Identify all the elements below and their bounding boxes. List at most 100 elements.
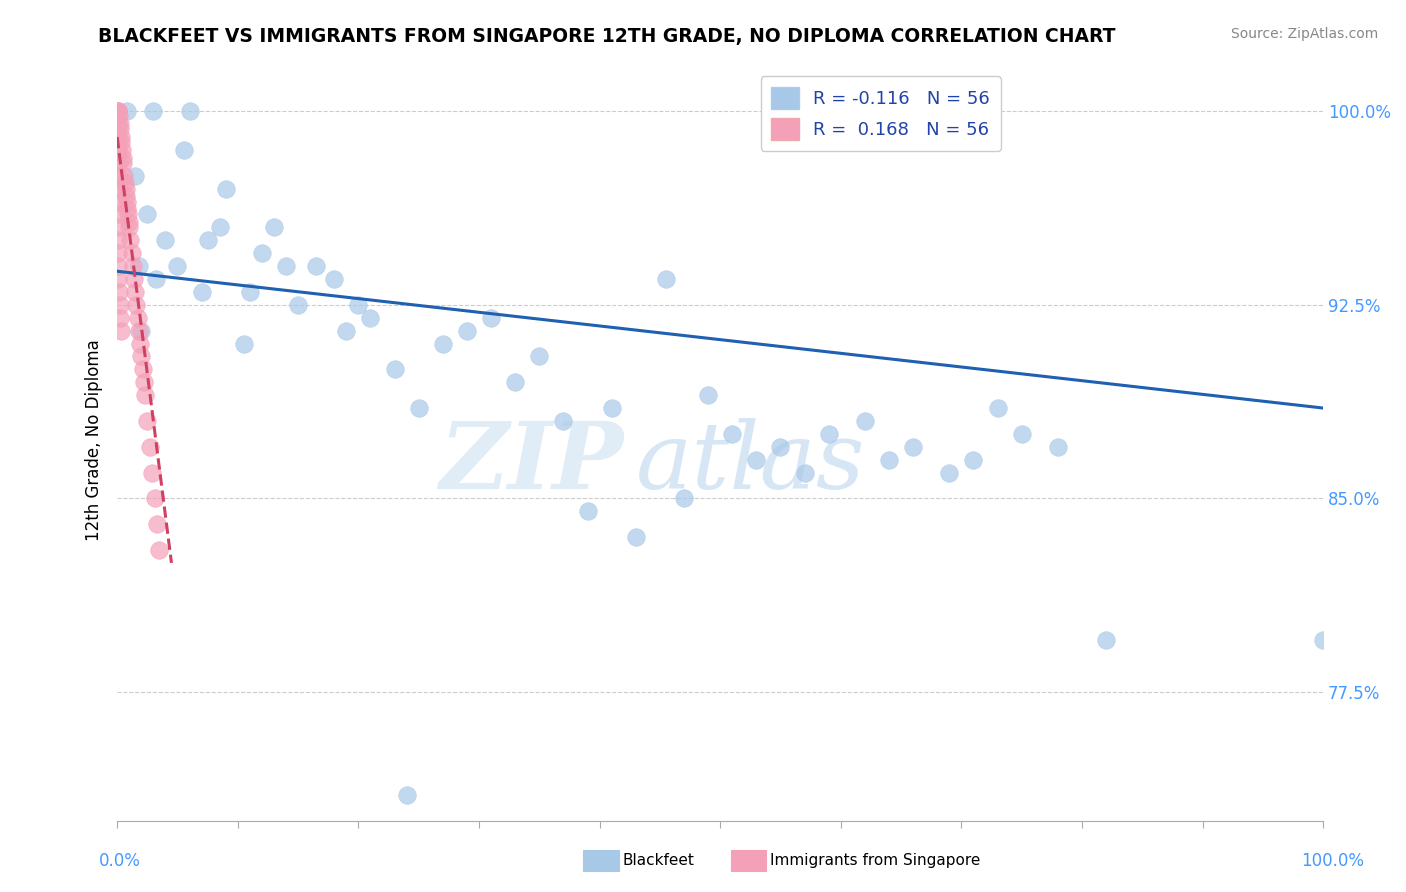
Point <box>108 310 131 325</box>
Point <box>384 362 406 376</box>
Point <box>107 117 129 131</box>
Point <box>124 285 146 299</box>
Point <box>128 259 150 273</box>
Point <box>721 426 744 441</box>
Text: 100.0%: 100.0% <box>1301 852 1364 870</box>
Point <box>305 259 328 273</box>
Point <box>117 215 139 229</box>
Point <box>287 298 309 312</box>
Point <box>120 233 142 247</box>
Point <box>112 169 135 183</box>
Point <box>155 233 177 247</box>
Point <box>108 122 131 136</box>
Point <box>112 156 135 170</box>
Point <box>347 298 370 312</box>
Point <box>131 362 153 376</box>
Point <box>108 285 131 299</box>
Point <box>503 376 526 390</box>
Point <box>600 401 623 415</box>
Point <box>107 233 129 247</box>
Point <box>250 246 273 260</box>
Point <box>901 440 924 454</box>
Point <box>107 194 129 209</box>
Point <box>173 143 195 157</box>
Point <box>274 259 297 273</box>
Point <box>179 104 201 119</box>
Point <box>146 517 169 532</box>
Point <box>107 246 129 260</box>
Point <box>962 452 984 467</box>
Point <box>1011 426 1033 441</box>
Point <box>817 426 839 441</box>
Point <box>145 272 167 286</box>
Y-axis label: 12th Grade, No Diploma: 12th Grade, No Diploma <box>86 340 103 541</box>
Point <box>197 233 219 247</box>
Point <box>107 104 129 119</box>
Point <box>853 414 876 428</box>
Point <box>107 181 129 195</box>
Point <box>769 440 792 454</box>
Text: Immigrants from Singapore: Immigrants from Singapore <box>770 854 981 868</box>
Point <box>108 109 131 123</box>
Point <box>479 310 502 325</box>
Point <box>323 272 346 286</box>
Point <box>239 285 262 299</box>
Point <box>1095 633 1118 648</box>
Point <box>107 143 129 157</box>
Point <box>1312 633 1334 648</box>
Point <box>115 104 138 119</box>
Point <box>107 259 129 273</box>
Text: atlas: atlas <box>636 418 865 508</box>
Point <box>143 491 166 506</box>
Text: Blackfeet: Blackfeet <box>623 854 695 868</box>
Text: 0.0%: 0.0% <box>98 852 141 870</box>
Point <box>110 324 132 338</box>
Point <box>529 350 551 364</box>
Text: ZIP: ZIP <box>440 418 624 508</box>
Point <box>190 285 212 299</box>
Point <box>110 130 132 145</box>
Point <box>136 207 159 221</box>
Point <box>215 181 238 195</box>
Point <box>124 169 146 183</box>
Point <box>793 466 815 480</box>
Point <box>129 336 152 351</box>
Point <box>745 452 768 467</box>
Point <box>208 220 231 235</box>
Point <box>110 135 132 149</box>
Point <box>131 350 153 364</box>
Point <box>121 259 143 273</box>
Point <box>107 130 129 145</box>
Point <box>107 104 129 119</box>
Point <box>117 202 139 217</box>
Point <box>456 324 478 338</box>
Point <box>877 452 900 467</box>
Point <box>107 169 129 183</box>
Point <box>131 324 153 338</box>
Point <box>672 491 695 506</box>
Point <box>128 324 150 338</box>
Point <box>655 272 678 286</box>
Point <box>108 298 131 312</box>
Point <box>107 104 129 119</box>
Point <box>134 388 156 402</box>
Point <box>938 466 960 480</box>
Point <box>148 543 170 558</box>
Point <box>395 788 418 802</box>
Point <box>107 156 129 170</box>
Point <box>108 117 131 131</box>
Point <box>139 440 162 454</box>
Point <box>335 324 357 338</box>
Legend: R = -0.116   N = 56, R =  0.168   N = 56: R = -0.116 N = 56, R = 0.168 N = 56 <box>761 76 1001 151</box>
Point <box>136 414 159 428</box>
Point <box>166 259 188 273</box>
Point <box>127 310 149 325</box>
Point <box>232 336 254 351</box>
Point <box>122 272 145 286</box>
Point <box>111 151 134 165</box>
Point <box>142 104 165 119</box>
Point <box>408 401 430 415</box>
Point <box>115 189 138 203</box>
Point <box>107 220 129 235</box>
Point <box>432 336 454 351</box>
